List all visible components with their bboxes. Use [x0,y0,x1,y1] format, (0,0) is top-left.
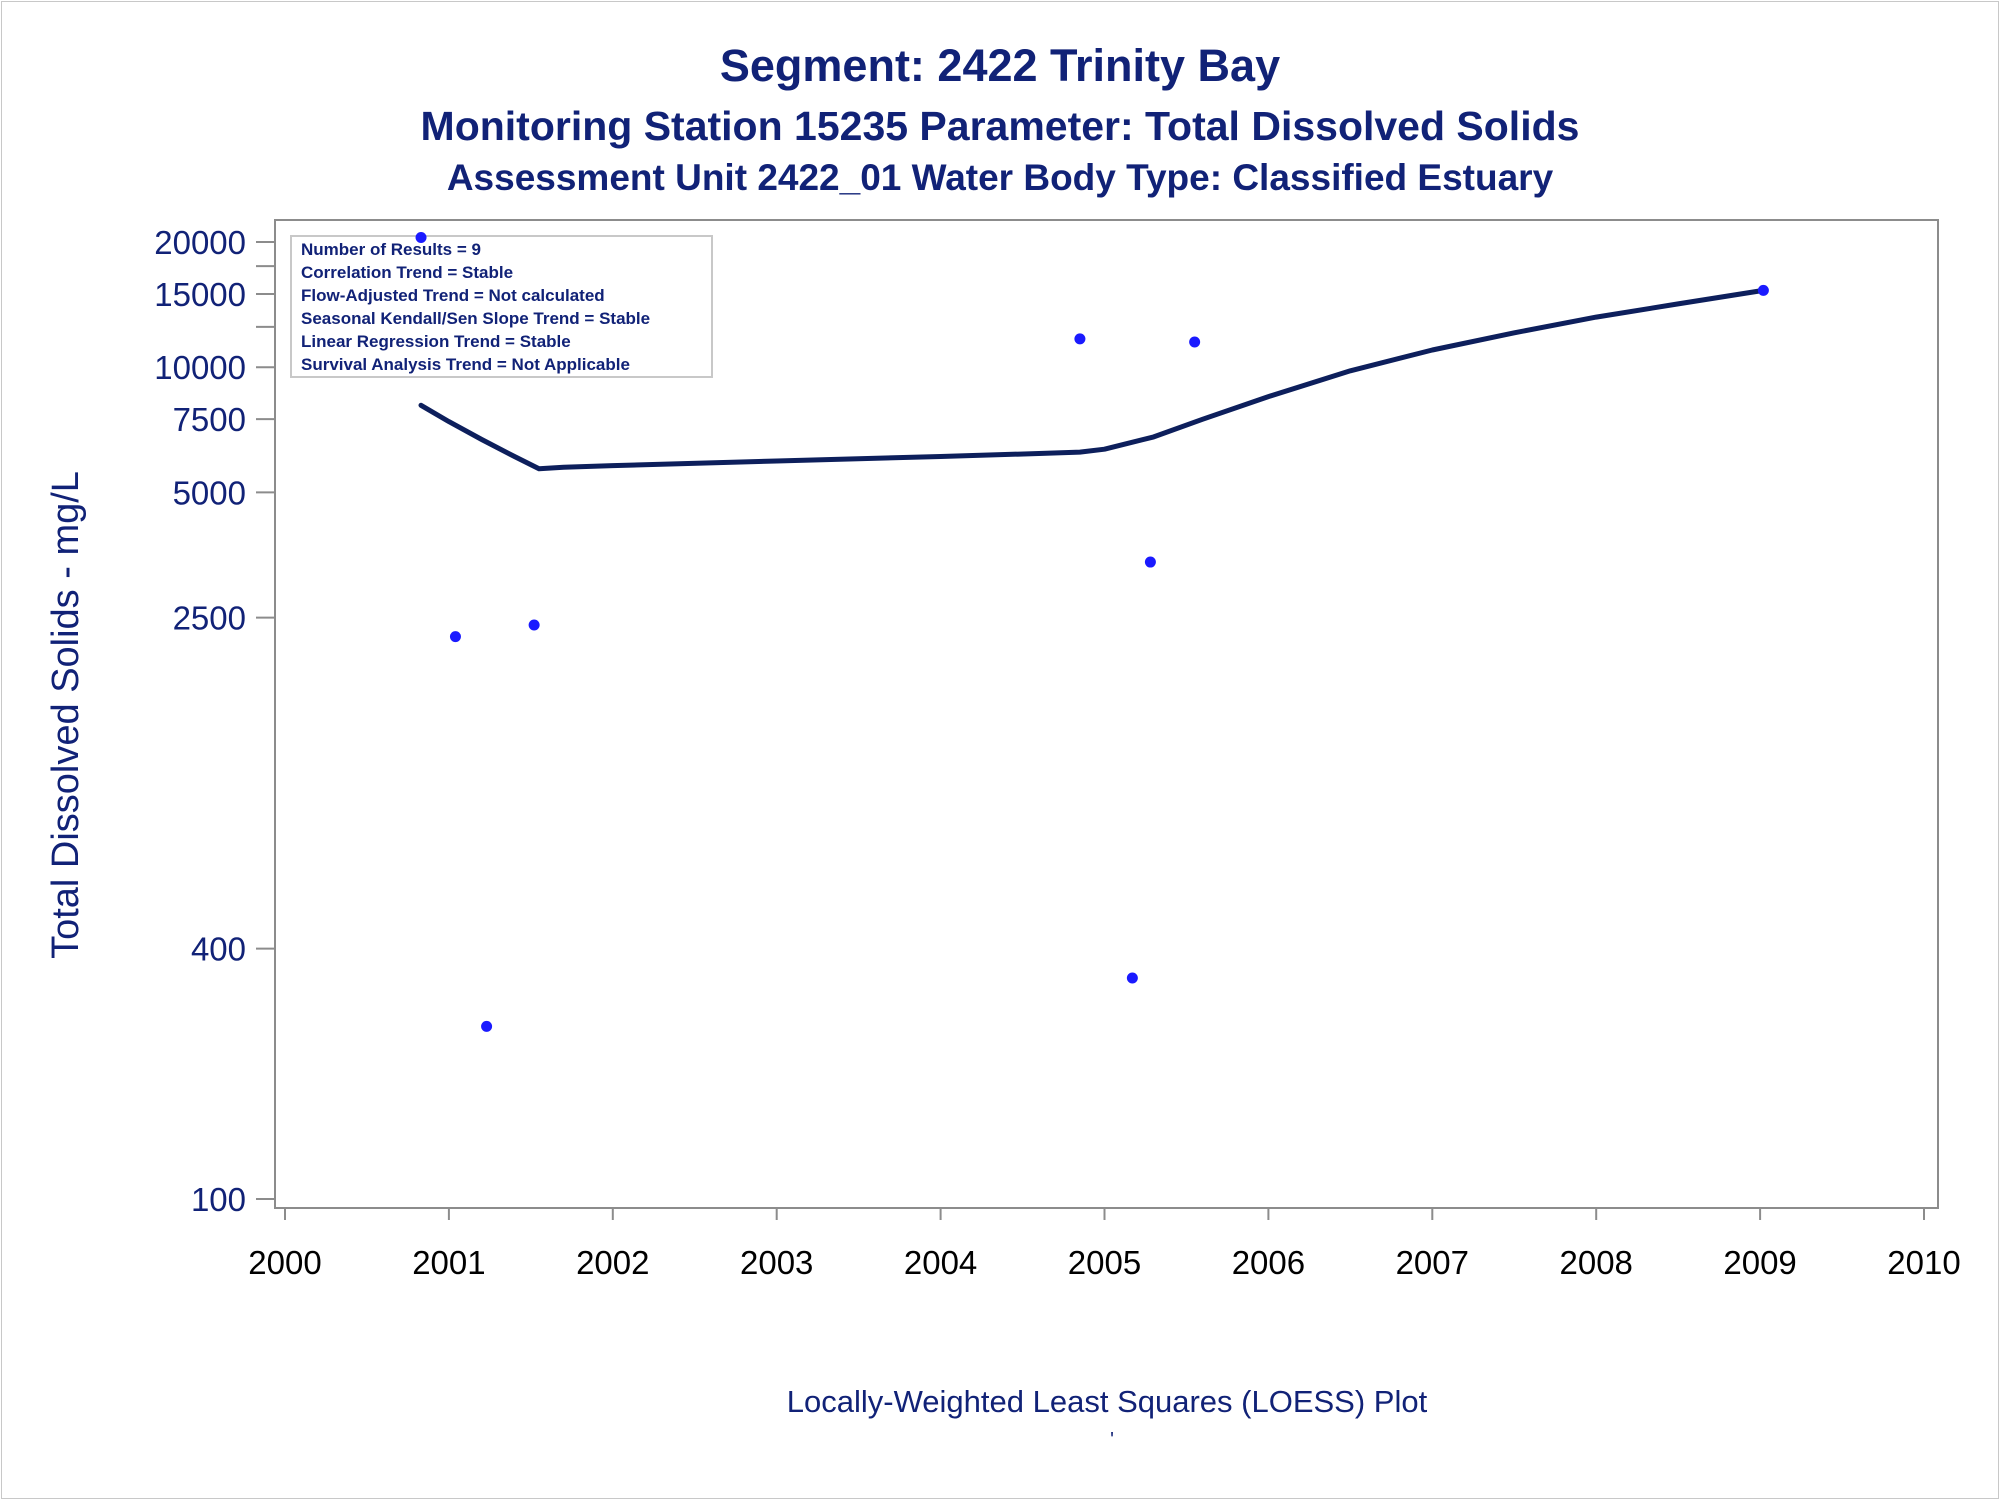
chart-subtitle-assessment: Assessment Unit 2422_01 Water Body Type:… [446,157,1554,198]
x-tick-label: 2009 [1723,1244,1796,1281]
data-point [449,631,461,643]
footnote-mark: ' [1110,1429,1114,1451]
y-tick-label: 10000 [154,349,246,386]
x-tick-label: 2008 [1559,1244,1632,1281]
data-layer [415,232,1769,1032]
legend-line-correlation: Correlation Trend = Stable [301,263,513,282]
x-tick-label: 2000 [248,1244,321,1281]
y-tick-label: 2500 [173,600,246,637]
legend-box: Number of Results = 9 Correlation Trend … [290,235,713,378]
loess-line [418,287,1766,472]
y-tick-label: 15000 [154,276,246,313]
x-tick-label: 2010 [1887,1244,1960,1281]
legend-line-seasonal-kendall: Seasonal Kendall/Sen Slope Trend = Stabl… [301,309,650,328]
y-tick-label: 7500 [173,401,246,438]
y-tick-label: 400 [191,931,246,968]
y-tick-label: 100 [191,1181,246,1218]
data-point [528,619,540,631]
legend-line-survival-analysis: Survival Analysis Trend = Not Applicable [301,355,630,374]
data-point [1189,336,1201,348]
chart-title: Segment: 2422 Trinity Bay [719,40,1281,91]
x-tick-label: 2007 [1396,1244,1469,1281]
data-point [1074,333,1086,345]
chart-subtitle-station: Monitoring Station 15235 Parameter: Tota… [420,103,1580,149]
x-tick-label: 2004 [904,1244,977,1281]
x-tick-label: 2002 [576,1244,649,1281]
data-point [415,232,427,244]
axes-layer: 100 400 2500 5000 7500 10000 15000 20000 2000 200… [154,219,1961,1281]
x-tick-label: 2001 [412,1244,485,1281]
y-axis-label: Total Dissolved Solids - mg/L [45,471,87,959]
x-tick-label: 2005 [1068,1244,1141,1281]
legend-line-linear-regression: Linear Regression Trend = Stable [301,332,571,351]
data-point [1144,556,1156,568]
x-tick-label: 2006 [1232,1244,1305,1281]
data-point [481,1020,493,1032]
legend-line-results: Number of Results = 9 [301,240,481,259]
data-point [1126,972,1138,984]
plot-border [274,219,1939,1209]
y-tick-label: 20000 [154,224,246,261]
x-tick-label: 2003 [740,1244,813,1281]
data-point [1757,284,1769,296]
legend-border [290,235,713,378]
legend-line-flow-adjusted: Flow-Adjusted Trend = Not calculated [301,286,605,305]
x-axis-label: Locally-Weighted Least Squares (LOESS) P… [787,1384,1428,1419]
y-tick-label: 5000 [173,474,246,511]
